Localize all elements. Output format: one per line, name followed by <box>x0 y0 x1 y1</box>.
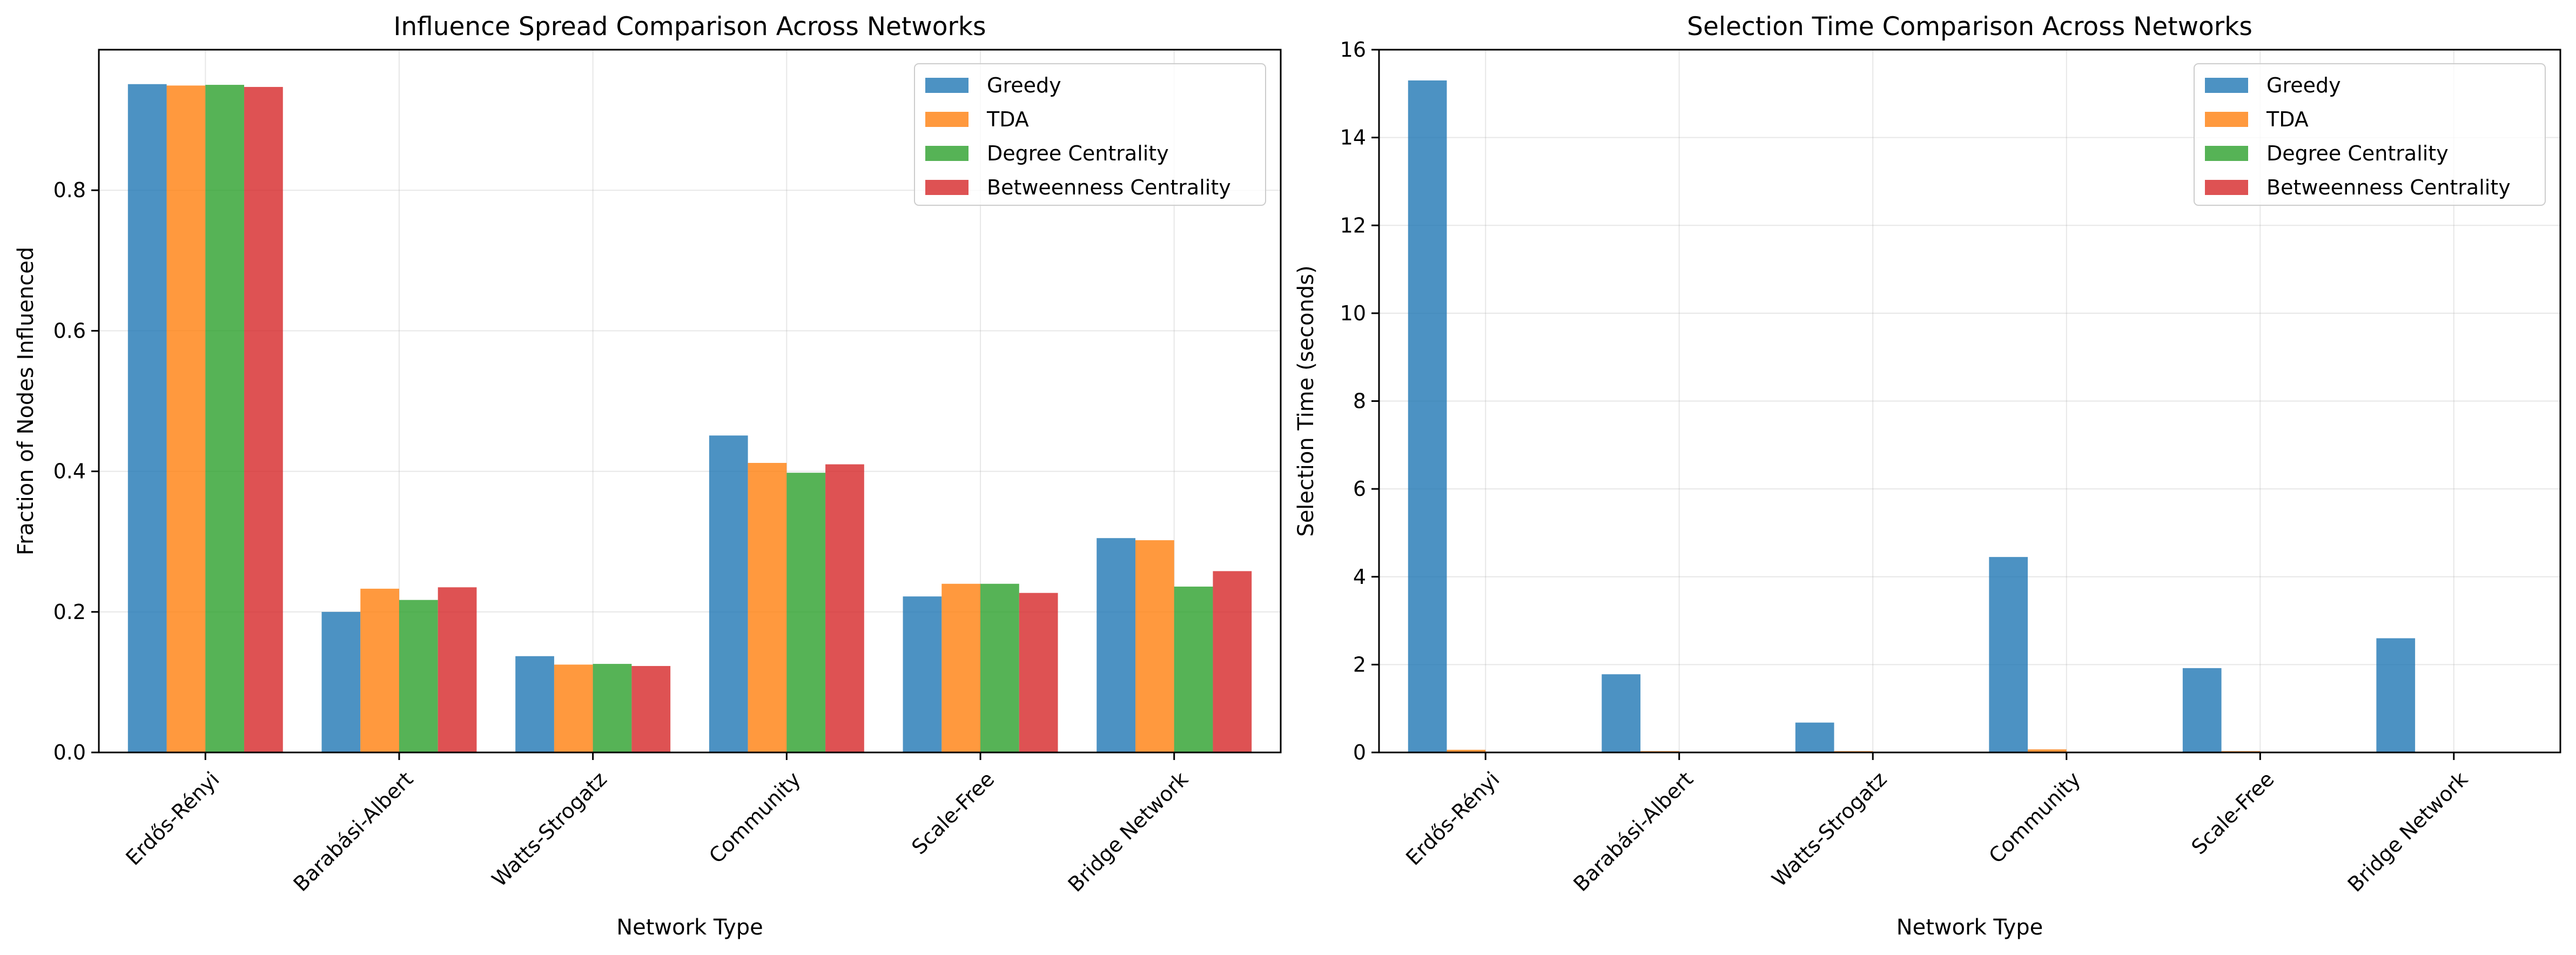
bar-degree-centrality <box>1174 586 1213 752</box>
y-tick-label: 0 <box>1353 741 1366 764</box>
x-axis-label: Network Type <box>1896 915 2043 940</box>
chart-selection-time: 0 2 4 6 8 10 12 14 16 Erdős-Rényi Barabási-Albert W… <box>1294 12 2561 940</box>
legend-label: Greedy <box>987 73 1061 97</box>
bar-betweenness-centrality <box>438 587 477 752</box>
legend-box <box>914 63 1266 206</box>
y-tick-label: 8 <box>1353 389 1366 413</box>
x-tick-label: Bridge Network <box>1064 767 1193 896</box>
bar-tda <box>941 583 981 752</box>
bar-tda <box>554 664 593 752</box>
axes-frame <box>98 49 1282 754</box>
legend-swatch <box>2205 146 2248 161</box>
y-tick-label: 0.8 <box>53 178 86 202</box>
chart-influence-spread: 0.0 0.2 0.4 0.6 0.8 Erdős-Rényi Barabási-Alber… <box>14 12 1282 940</box>
x-axis-label: Network Type <box>616 915 763 940</box>
y-tick-label: 0.0 <box>53 741 86 764</box>
y-axis-label: Selection Time (seconds) <box>1294 265 1319 536</box>
bar-greedy <box>1602 674 1641 752</box>
legend-label: Greedy <box>2266 73 2341 97</box>
bar-betweenness-centrality <box>631 665 671 752</box>
y-tick-label: 0.4 <box>53 460 86 483</box>
bar-tda <box>748 462 787 752</box>
y-axis-label: Fraction of Nodes Influenced <box>14 247 38 555</box>
bar-degree-centrality <box>980 583 1019 752</box>
bar-tda <box>360 588 399 752</box>
bar-degree-centrality <box>786 473 826 752</box>
bar-tda <box>2028 749 2067 752</box>
y-tick-label: 12 <box>1340 213 1366 237</box>
legend-swatch <box>2205 112 2248 127</box>
bar-tda <box>1447 750 1486 752</box>
bar-degree-centrality <box>399 600 438 752</box>
legend-label: Betweenness Centrality <box>2266 176 2511 199</box>
y-tick-label: 0.2 <box>53 600 86 624</box>
bar-greedy <box>127 84 167 752</box>
chart-title: Selection Time Comparison Across Network… <box>1687 12 2252 42</box>
legend-swatch <box>925 146 968 161</box>
bar-greedy <box>1097 538 1135 752</box>
y-tick-label: 6 <box>1353 477 1366 501</box>
bar-betweenness-centrality <box>825 464 864 752</box>
bar-betweenness-centrality <box>1019 593 1058 752</box>
y-tick-label: 14 <box>1340 126 1366 150</box>
x-tick-label: Scale-Free <box>2187 767 2279 859</box>
legend-label: Degree Centrality <box>2266 142 2449 165</box>
y-tick-label: 16 <box>1340 38 1366 62</box>
legend: Greedy TDA Degree Centrality Betweenness Ce… <box>914 63 1266 206</box>
bar-tda <box>1135 540 1174 752</box>
bar-degree-centrality <box>205 85 245 752</box>
bar-greedy <box>2182 668 2222 752</box>
legend-swatch <box>925 180 968 195</box>
bar-greedy <box>1408 80 1447 753</box>
legend-swatch <box>2205 180 2248 195</box>
x-tick-label: Erdős-Rényi <box>1401 767 1504 870</box>
legend: Greedy TDA Degree Centrality Betweenness Ce… <box>2194 63 2546 206</box>
x-tick-label: Watts-Strogatz <box>1767 767 1892 891</box>
x-tick-label: Community <box>704 767 805 868</box>
y-tick-label: 2 <box>1353 653 1366 676</box>
chart-title: Influence Spread Comparison Across Netwo… <box>393 12 986 42</box>
x-tick-label: Bridge Network <box>2343 767 2472 896</box>
legend-label: Degree Centrality <box>987 142 1169 165</box>
legend-swatch <box>925 112 968 127</box>
bar-greedy <box>1795 722 1834 752</box>
bar-greedy <box>1989 557 2028 752</box>
bar-greedy <box>321 611 361 752</box>
legend-swatch <box>925 78 968 93</box>
x-tick-label: Barabási-Albert <box>289 767 418 896</box>
y-tick-label: 10 <box>1340 301 1366 325</box>
legend-label: TDA <box>2266 107 2309 131</box>
bar-degree-centrality <box>593 664 632 752</box>
bar-betweenness-centrality <box>1213 571 1252 752</box>
legend-swatch <box>2205 78 2248 93</box>
bar-greedy <box>903 596 942 752</box>
x-tick-label: Barabási-Albert <box>1569 767 1698 896</box>
bar-greedy <box>515 656 554 752</box>
bar-betweenness-centrality <box>244 86 283 752</box>
bar-greedy <box>709 435 748 752</box>
legend-box <box>2194 63 2546 206</box>
y-tick-label: 0.6 <box>53 319 86 342</box>
bar-greedy <box>2376 638 2416 752</box>
x-tick-label: Erdős-Rényi <box>121 767 224 870</box>
y-tick-label: 4 <box>1353 565 1366 589</box>
x-tick-label: Watts-Strogatz <box>487 767 611 891</box>
legend-label: TDA <box>986 107 1029 131</box>
x-tick-label: Scale-Free <box>907 767 999 859</box>
bar-tda <box>166 85 206 753</box>
legend-label: Betweenness Centrality <box>987 176 1231 199</box>
x-tick-label: Community <box>1984 767 2085 868</box>
